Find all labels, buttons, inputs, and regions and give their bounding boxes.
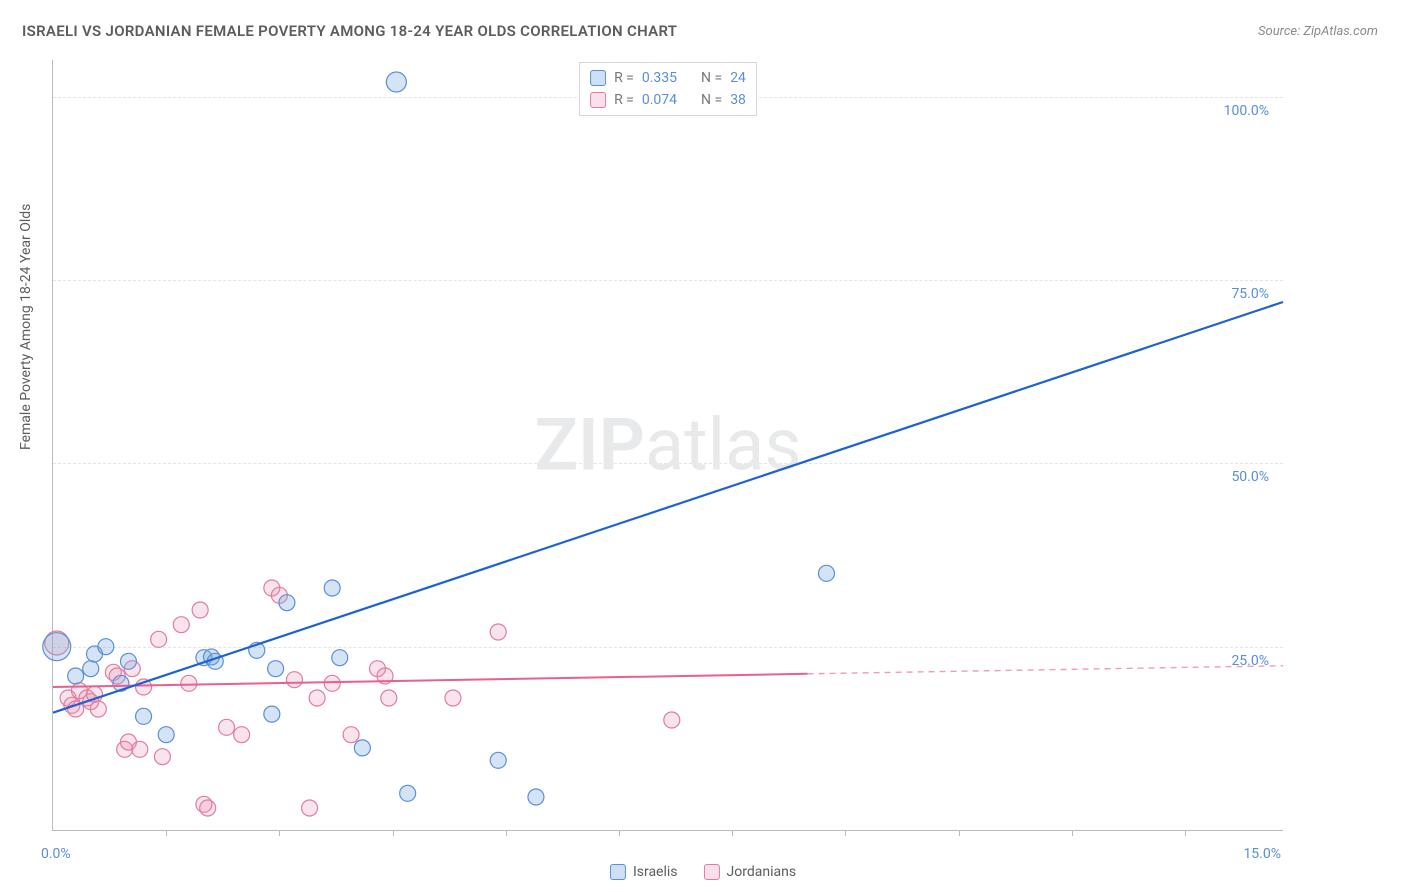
data-point <box>136 708 152 724</box>
plot-area: ZIPatlas R = 0.335 N = 24 R = 0.074 N = … <box>52 60 1283 831</box>
series-legend: Israelis Jordanians <box>610 864 796 880</box>
x-tick <box>619 830 620 836</box>
data-point <box>154 749 170 765</box>
x-tick <box>959 830 960 836</box>
data-point <box>309 690 325 706</box>
data-point <box>381 690 397 706</box>
data-point <box>286 672 302 688</box>
trend-line <box>53 302 1283 713</box>
data-point <box>234 727 250 743</box>
data-point <box>302 800 318 816</box>
data-point <box>324 580 340 596</box>
swatch-icon <box>704 864 720 880</box>
data-point <box>279 595 295 611</box>
data-point <box>490 624 506 640</box>
x-tick <box>166 830 167 836</box>
x-min-label: 0.0% <box>41 846 71 862</box>
x-tick <box>279 830 280 836</box>
data-point <box>219 719 235 735</box>
data-point <box>173 617 189 633</box>
data-point <box>83 661 99 677</box>
data-point <box>343 727 359 743</box>
data-point <box>354 740 370 756</box>
data-point <box>268 661 284 677</box>
x-tick <box>506 830 507 836</box>
data-point <box>120 653 136 669</box>
data-point <box>264 706 280 722</box>
legend-label: Jordanians <box>727 864 797 880</box>
data-point <box>158 727 174 743</box>
legend-label: Israelis <box>633 864 678 880</box>
data-point <box>528 789 544 805</box>
data-point <box>664 712 680 728</box>
y-tick-label: 25.0% <box>1231 653 1269 669</box>
source-attribution: Source: ZipAtlas.com <box>1258 24 1378 39</box>
y-tick-label: 50.0% <box>1231 469 1269 485</box>
legend-item: Israelis <box>610 864 678 880</box>
chart-svg <box>53 60 1283 830</box>
x-tick <box>1072 830 1073 836</box>
data-point <box>181 675 197 691</box>
data-point <box>324 675 340 691</box>
data-point <box>445 690 461 706</box>
data-point <box>132 741 148 757</box>
y-axis-title: Female Poverty Among 18-24 Year Olds <box>18 204 34 450</box>
data-point <box>490 752 506 768</box>
data-point <box>192 602 208 618</box>
chart-title: ISRAELI VS JORDANIAN FEMALE POVERTY AMON… <box>22 22 677 40</box>
data-point <box>332 650 348 666</box>
y-tick-label: 100.0% <box>1224 103 1269 119</box>
x-tick <box>393 830 394 836</box>
legend-item: Jordanians <box>704 864 797 880</box>
x-max-label: 15.0% <box>1243 846 1281 862</box>
data-point <box>98 639 114 655</box>
data-point <box>68 668 84 684</box>
x-tick <box>1185 830 1186 836</box>
data-point <box>400 785 416 801</box>
data-point <box>90 701 106 717</box>
data-point <box>43 633 71 661</box>
swatch-icon <box>610 864 626 880</box>
x-tick <box>845 830 846 836</box>
y-tick-label: 75.0% <box>1231 286 1269 302</box>
data-point <box>386 72 406 92</box>
x-tick <box>732 830 733 836</box>
data-point <box>818 565 834 581</box>
data-point <box>151 631 167 647</box>
trend-line <box>808 666 1283 674</box>
data-point <box>200 800 216 816</box>
